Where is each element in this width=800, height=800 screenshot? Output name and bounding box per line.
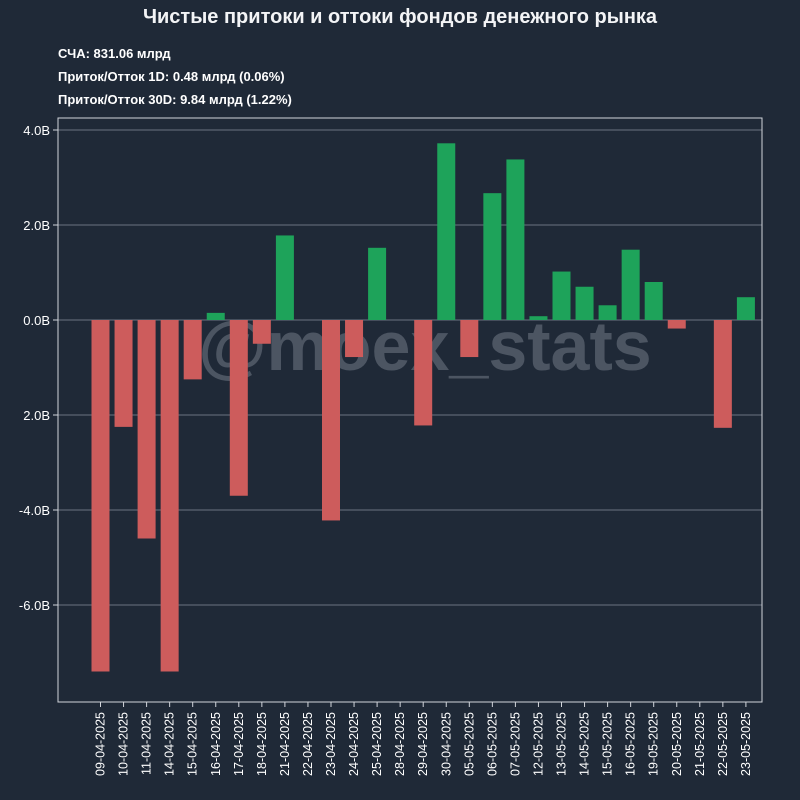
x-tick-label: 21-04-2025 <box>278 712 292 776</box>
bars-layer <box>91 143 755 672</box>
flow-1d-label: Приток/Отток 1D <box>58 69 165 84</box>
bar <box>713 320 732 428</box>
bar <box>621 249 640 320</box>
x-tick-label: 17-04-2025 <box>232 712 246 776</box>
stats-panel: СЧА: 831.06 млрд Приток/Отток 1D: 0.48 м… <box>58 42 292 111</box>
x-tick-label: 20-05-2025 <box>670 712 684 776</box>
bar <box>598 305 617 320</box>
nav-label: СЧА <box>58 46 86 61</box>
bar <box>414 320 433 426</box>
x-tick-label: 15-04-2025 <box>186 712 200 776</box>
flow-30d-value: 9.84 млрд (1.22%) <box>180 92 292 107</box>
x-tick-label: 10-04-2025 <box>117 712 131 776</box>
bar <box>552 271 571 320</box>
bar <box>575 286 594 320</box>
x-tick-label: 12-05-2025 <box>531 712 545 776</box>
x-tick-label: 23-05-2025 <box>739 712 753 776</box>
nav-stat: СЧА: 831.06 млрд <box>58 46 171 61</box>
x-axis: 09-04-2025 10-04-2025 11-04-2025 14-04-2025… <box>94 702 753 776</box>
x-tick-label: 07-05-2025 <box>508 712 522 776</box>
x-tick-label: 15-05-2025 <box>601 712 615 776</box>
bar <box>252 320 271 344</box>
x-tick-label: 11-04-2025 <box>140 712 154 775</box>
bar <box>183 320 202 380</box>
nav-value: 831.06 млрд <box>93 46 171 61</box>
y-tick-label: 4.0B <box>23 123 50 138</box>
bar <box>137 320 156 539</box>
x-tick-label: 30-04-2025 <box>439 712 453 776</box>
bar <box>529 316 548 320</box>
bar <box>483 193 502 320</box>
x-tick-label: 16-04-2025 <box>209 712 223 776</box>
bar <box>322 320 340 521</box>
x-tick-label: 05-05-2025 <box>462 712 476 776</box>
bar <box>275 235 294 320</box>
x-tick-label: 25-04-2025 <box>370 712 384 776</box>
x-tick-label: 18-04-2025 <box>255 712 269 776</box>
flow-1d-stat: Приток/Отток 1D: 0.48 млрд (0.06%) <box>58 69 285 84</box>
bar <box>91 320 110 672</box>
x-tick-label: 14-04-2025 <box>163 712 177 776</box>
x-tick-label: 14-05-2025 <box>578 712 592 776</box>
x-tick-label: 24-04-2025 <box>347 712 361 776</box>
x-tick-label: 21-05-2025 <box>693 712 707 776</box>
x-tick-label: 13-05-2025 <box>555 712 569 776</box>
bar <box>368 247 387 320</box>
y-axis: 4.0B 2.0B 0.0B 2.0B -4.0B -6.0B <box>19 123 58 613</box>
chart-title: Чистые притоки и оттоки фондов денежного… <box>142 6 658 28</box>
plot-frame <box>57 117 763 703</box>
bar <box>736 297 755 320</box>
x-tick-label: 23-04-2025 <box>324 712 338 776</box>
y-tick-label: -4.0B <box>19 503 50 518</box>
y-tick-label: 2.0B <box>23 408 50 423</box>
x-tick-label: 22-05-2025 <box>716 712 730 776</box>
flow-30d-stat: Приток/Отток 30D: 9.84 млрд (1.22%) <box>58 92 292 107</box>
flow-1d-value: 0.48 млрд (0.06%) <box>172 69 285 84</box>
bar <box>345 320 364 358</box>
bar <box>460 320 479 358</box>
bar <box>506 159 525 320</box>
flow-30d-label: Приток/Отток 30D <box>58 92 173 107</box>
x-tick-label: 09-04-2025 <box>94 712 108 776</box>
x-tick-label: 06-05-2025 <box>485 712 499 776</box>
x-tick-label: 28-04-2025 <box>393 712 407 776</box>
bar <box>160 320 179 672</box>
x-tick-label: 22-04-2025 <box>301 712 315 776</box>
y-tick-label: 0.0B <box>23 313 50 328</box>
x-tick-label: 29-04-2025 <box>416 712 430 776</box>
x-tick-label: 19-05-2025 <box>647 712 661 776</box>
bar <box>437 143 456 320</box>
y-tick-label: -6.0B <box>19 598 50 613</box>
bar <box>206 312 225 320</box>
bar <box>114 320 133 427</box>
bar <box>229 320 248 496</box>
y-tick-label: 2.0B <box>23 218 50 233</box>
bar <box>667 320 686 329</box>
x-tick-label: 16-05-2025 <box>624 712 638 776</box>
bar <box>644 282 663 320</box>
